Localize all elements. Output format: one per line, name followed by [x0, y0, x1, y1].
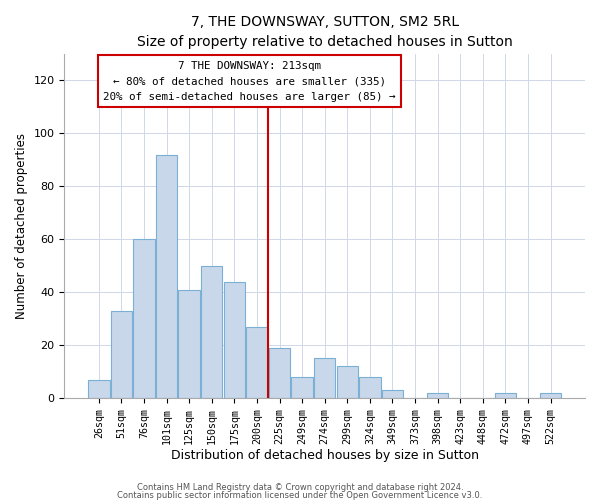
Bar	[88, 380, 110, 398]
Bar	[494, 393, 516, 398]
Bar	[269, 348, 290, 398]
Bar	[337, 366, 358, 398]
Bar	[224, 282, 245, 398]
Bar	[133, 240, 155, 398]
Bar	[201, 266, 223, 398]
Bar	[246, 326, 268, 398]
Text: Contains public sector information licensed under the Open Government Licence v3: Contains public sector information licen…	[118, 490, 482, 500]
Bar	[292, 377, 313, 398]
Bar	[359, 377, 380, 398]
X-axis label: Distribution of detached houses by size in Sutton: Distribution of detached houses by size …	[171, 450, 479, 462]
Bar	[156, 154, 177, 398]
Text: 7 THE DOWNSWAY: 213sqm
← 80% of detached houses are smaller (335)
20% of semi-de: 7 THE DOWNSWAY: 213sqm ← 80% of detached…	[103, 60, 395, 102]
Title: 7, THE DOWNSWAY, SUTTON, SM2 5RL
Size of property relative to detached houses in: 7, THE DOWNSWAY, SUTTON, SM2 5RL Size of…	[137, 15, 512, 48]
Bar	[540, 393, 562, 398]
Bar	[427, 393, 448, 398]
Bar	[178, 290, 200, 398]
Bar	[110, 311, 132, 398]
Bar	[382, 390, 403, 398]
Y-axis label: Number of detached properties: Number of detached properties	[15, 133, 28, 319]
Text: Contains HM Land Registry data © Crown copyright and database right 2024.: Contains HM Land Registry data © Crown c…	[137, 483, 463, 492]
Bar	[314, 358, 335, 398]
